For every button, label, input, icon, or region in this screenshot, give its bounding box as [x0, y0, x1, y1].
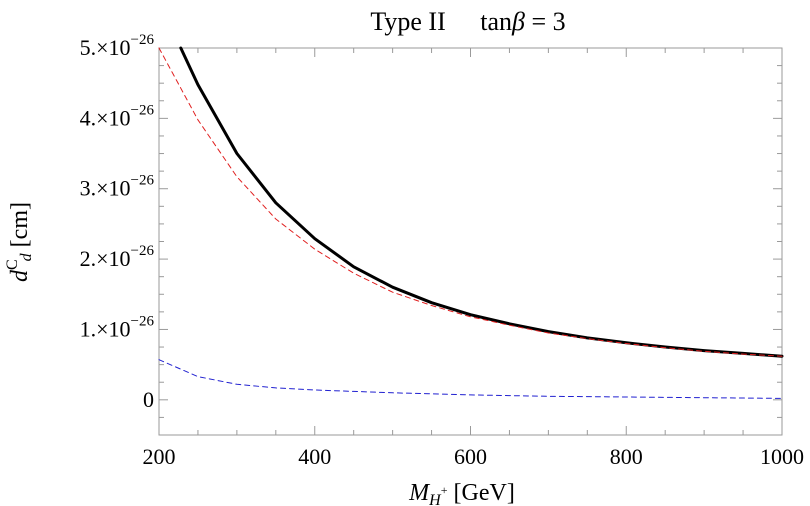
y-tick-label: 3.×10−26: [80, 173, 155, 201]
plot-frame: [158, 47, 783, 436]
y-tick-label: 2.×10−26: [80, 243, 155, 271]
series-line-1: [179, 46, 784, 358]
x-tick-label: 200: [143, 444, 176, 469]
xlabel-main: M: [408, 480, 431, 506]
y-axis-title: dCd [cm]: [4, 202, 35, 282]
x-tick-label: 600: [454, 444, 487, 469]
y-tick-label: 0: [143, 387, 154, 412]
xlabel-sup: +: [441, 483, 448, 497]
x-tick-label: 800: [610, 444, 643, 469]
ylabel-sup: C: [4, 259, 21, 270]
series-line-3: [158, 359, 783, 399]
y-tick-label: 4.×10−26: [80, 102, 155, 130]
chart-title: Type II tanβ = 3: [370, 7, 565, 36]
series: [158, 46, 784, 399]
title-model: Type II: [370, 7, 445, 36]
xlabel-sub: H: [428, 492, 442, 506]
series-line-2: [158, 47, 783, 357]
title-beta: β: [511, 7, 525, 36]
ticks: [158, 47, 783, 436]
title-tan: tan: [480, 7, 512, 36]
tick-labels: 200 400 600 800 1000 0 1.×10−26 2.×10−26 3.×10−2…: [80, 32, 804, 469]
xlabel-unit: [GeV]: [448, 480, 515, 506]
title-tan-value: = 3: [525, 7, 566, 36]
x-tick-label: 400: [298, 444, 331, 469]
x-axis-title: MH+ [GeV]: [408, 480, 515, 506]
ylabel-sub: d: [18, 252, 35, 261]
x-tick-label: 1000: [760, 444, 804, 469]
y-tick-label: 5.×10−26: [80, 32, 155, 60]
ylabel-main: d: [7, 269, 33, 282]
y-tick-label: 1.×10−26: [80, 313, 155, 341]
ylabel-unit: [cm]: [7, 202, 33, 253]
